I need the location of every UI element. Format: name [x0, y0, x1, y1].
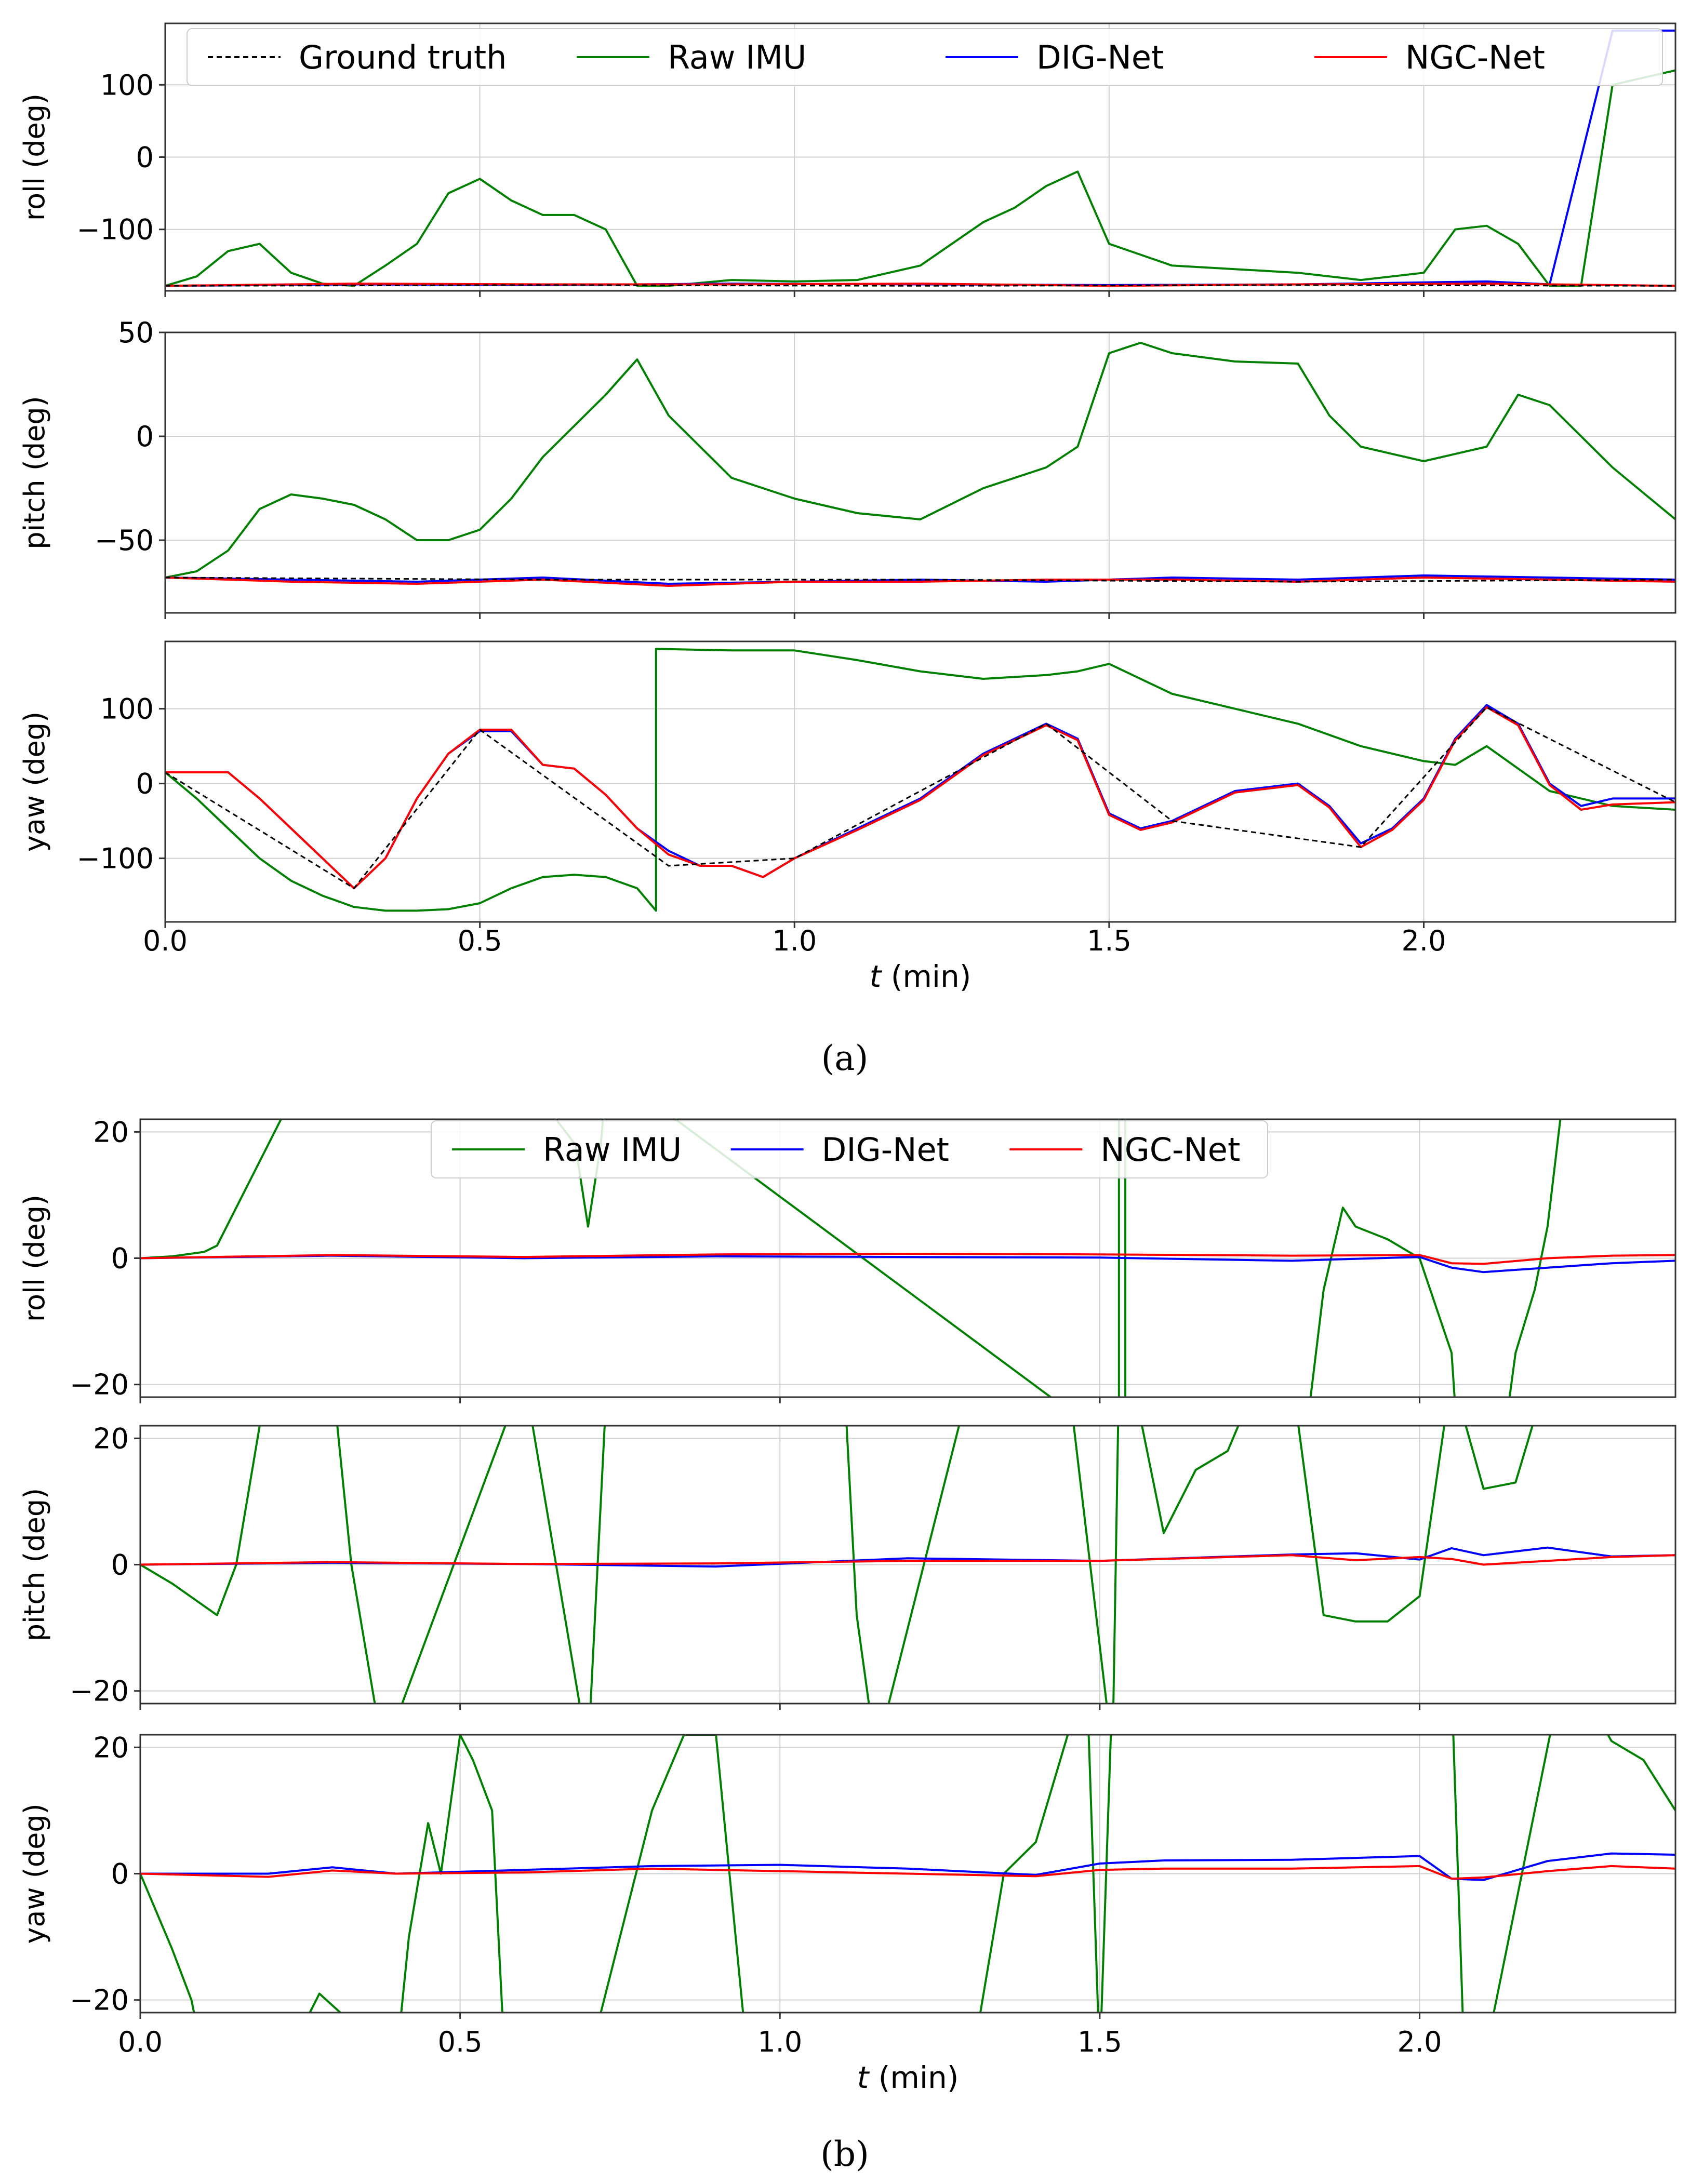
- panel-b-yaw-deg-ytick-label: 20: [93, 1731, 129, 1764]
- panel-a-subplot-yaw-deg: 100 0 −100 yaw (deg): [18, 640, 1676, 928]
- panel-a-subplot-pitch-deg: 50 0 −50 pitch (deg): [18, 316, 1676, 619]
- panel-a-yaw-deg-ytick-label: −100: [77, 842, 154, 875]
- panel-a-legend-label-raw-imu: Raw IMU: [668, 38, 806, 76]
- panel-a-xtick-label: 0.5: [458, 924, 502, 957]
- panel-a-1-axes-frame: [164, 331, 1676, 614]
- panel-a-xtick-label: 1.0: [772, 924, 817, 957]
- panel-b-roll-deg-ytick-label: 0: [111, 1242, 129, 1275]
- panel-a-0-axes-frame: [164, 22, 1676, 292]
- panel-a-roll-deg-ytick-label: 0: [136, 141, 154, 174]
- panel-b-yaw-deg-series-ngc-net: [140, 1865, 1675, 1880]
- panel-b-legend-label-ngc-net: NGC-Net: [1100, 1131, 1240, 1169]
- panel-a-pitch-deg-series-raw-imu: [165, 342, 1675, 579]
- panel-a-legend: Ground truth Raw IMU DIG-Net NGC-Net: [187, 28, 1663, 86]
- panel-b-group: 20 0 −20 roll (deg) 20 0 −20 pitch (deg) 20 0 −20 y…: [18, 1116, 1676, 2095]
- panel-b-xtick-label: 1.0: [757, 2026, 802, 2058]
- panel-b-subplot-pitch-deg: 20 0 −20 pitch (deg): [18, 1422, 1676, 1710]
- panel-b-yaw-deg-series-raw-imu: [140, 1735, 1675, 2013]
- panel-a-ylabel-pitch-deg: pitch (deg): [18, 396, 51, 549]
- panel-a-legend-label-ground-truth: Ground truth: [299, 38, 507, 76]
- panel-a-xlabel-var: t: [870, 959, 883, 994]
- panel-b-pitch-deg-series-raw-imu: [140, 1426, 1534, 1704]
- panel-b-roll-deg-series-raw-imu: [140, 1119, 1562, 1397]
- panel-a-pitch-deg-ytick-label: 50: [118, 316, 154, 349]
- panel-b-legend-label-dig-net: DIG-Net: [822, 1131, 949, 1169]
- panel-a-yaw-deg-series-raw-imu: [165, 648, 1675, 912]
- panel-a-yaw-deg-ytick-label: 100: [100, 693, 154, 726]
- panel-a-pitch-deg-series-ground-truth: [165, 577, 1675, 583]
- panel-a-pitch-deg-series-ngc-net: [165, 577, 1675, 587]
- panel-a-xlabel-unit: (min): [881, 959, 971, 994]
- panel-b-ylabel-pitch-deg: pitch (deg): [18, 1488, 51, 1641]
- panel-a-xtick-label: 1.5: [1087, 924, 1132, 957]
- panel-b-ylabel-yaw-deg: yaw (deg): [18, 1803, 51, 1944]
- panel-b-yaw-deg-ytick-label: −20: [70, 1984, 129, 2017]
- panel-a-legend-label-dig-net: DIG-Net: [1036, 38, 1164, 76]
- panel-a-ylabel-roll-deg: roll (deg): [18, 93, 51, 221]
- panel-b-subplot-roll-deg: 20 0 −20 roll (deg): [18, 1116, 1676, 1403]
- panel-b-pitch-deg-ytick-label: 20: [93, 1422, 129, 1455]
- panel-b-pitch-deg-ytick-label: −20: [70, 1675, 129, 1708]
- panel-b-subplot-yaw-deg: 20 0 −20 yaw (deg): [18, 1731, 1676, 2019]
- panel-b-xlabel-var: t: [857, 2060, 870, 2095]
- panel-b-ylabel-roll-deg: roll (deg): [18, 1195, 51, 1322]
- panel-b-0-axes-frame: [139, 1118, 1676, 1398]
- panel-b-2-axes-frame: [139, 1734, 1676, 2014]
- panel-a-xlabel: t (min): [870, 959, 972, 994]
- panel-a-roll-deg-ytick-label: 100: [100, 69, 154, 101]
- panel-a-yaw-deg-series-ngc-net: [165, 706, 1675, 890]
- panel-b-roll-deg-ytick-label: 20: [93, 1116, 129, 1148]
- panel-a-pitch-deg-ytick-label: −50: [95, 524, 154, 557]
- panel-a-2-axes-frame: [164, 640, 1676, 923]
- panel-a-xtick-label: 2.0: [1402, 924, 1446, 957]
- panel-b-xtick-label: 2.0: [1398, 2026, 1442, 2058]
- panel-a-legend-label-ngc-net: NGC-Net: [1405, 38, 1545, 76]
- panel-b-xtick-label: 0.0: [118, 2026, 163, 2058]
- panel-b-roll-deg-ytick-label: −20: [70, 1369, 129, 1401]
- panel-b-legend: Raw IMU DIG-Net NGC-Net: [431, 1120, 1268, 1178]
- panel-b-roll-deg-series-ngc-net: [140, 1253, 1675, 1265]
- panel-a-roll-deg-series-ngc-net: [165, 283, 1675, 287]
- panel-a-xtick-label: 0.0: [143, 924, 188, 957]
- panel-b-pitch-deg-series-ngc-net: [140, 1554, 1675, 1566]
- panel-a-legend-box: [187, 28, 1663, 86]
- panel-a-group: 100 0 −100 roll (deg) 50 0 −50 pitch (deg) 100 0 −…: [18, 22, 1676, 994]
- panel-b-xlabel: t (min): [857, 2060, 959, 2095]
- panel-b-yaw-deg-ytick-label: 0: [111, 1858, 129, 1891]
- panel-b-xtick-label: 1.5: [1077, 2026, 1122, 2058]
- panel-b-pitch-deg-ytick-label: 0: [111, 1549, 129, 1582]
- panel-a-yaw-deg-ytick-label: 0: [136, 768, 154, 800]
- caption-a: (a): [821, 1038, 869, 1078]
- panel-b-legend-box: [431, 1120, 1268, 1178]
- panel-a-yaw-deg-series-ground-truth: [165, 706, 1675, 889]
- panel-b-1-axes-frame: [139, 1425, 1676, 1705]
- panel-a-ylabel-yaw-deg: yaw (deg): [18, 712, 51, 852]
- panel-b-xlabel-unit: (min): [869, 2060, 959, 2095]
- panel-a-pitch-deg-ytick-label: 0: [136, 420, 154, 453]
- caption-b: (b): [820, 2134, 869, 2174]
- panel-b-roll-deg-series-dig-net: [140, 1254, 1675, 1274]
- panel-a-roll-deg-ytick-label: −100: [77, 213, 154, 246]
- panel-b-xtick-label: 0.5: [438, 2026, 483, 2058]
- panel-a-roll-deg-series-raw-imu: [165, 69, 1675, 287]
- panel-a-roll-deg-series-ground-truth: [165, 284, 1675, 287]
- panel-b-legend-label-raw-imu: Raw IMU: [543, 1131, 682, 1169]
